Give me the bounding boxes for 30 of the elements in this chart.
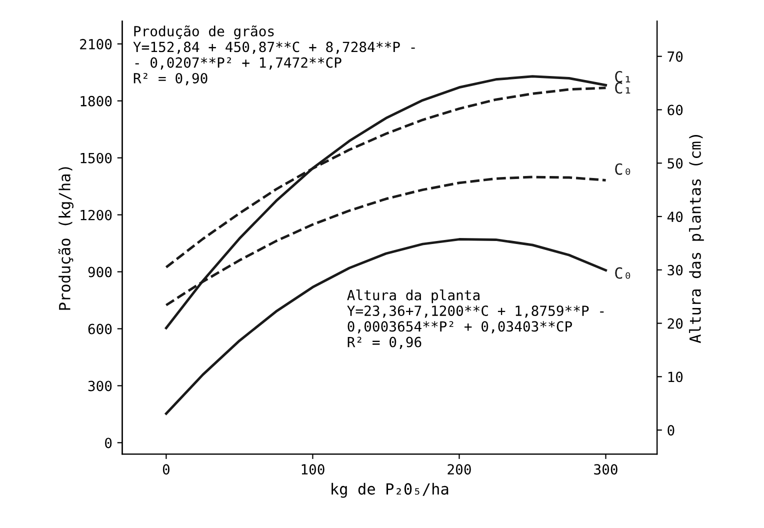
y2-tick-label: 10 bbox=[668, 372, 683, 382]
series-label: C₀ bbox=[615, 163, 630, 175]
y-tick-label: 1500 bbox=[80, 152, 112, 164]
y2-axis-title: Altura das plantas (cm) bbox=[689, 134, 704, 344]
y2-tick-label: 0 bbox=[668, 425, 674, 436]
y2-tick-label: 40 bbox=[667, 212, 683, 222]
annotation: Produção de grãos Y=152,84 + 450,87**C + 8,7284**P - - 0,0207**P² + 1,7472**CP R² = 0,90 bbox=[133, 25, 415, 86]
series-label: C₁ bbox=[615, 82, 630, 94]
y2-tick-label: 60 bbox=[668, 104, 683, 116]
y-tick-label: 300 bbox=[88, 380, 112, 392]
series-label: C₀ bbox=[615, 267, 630, 279]
y2-tick-label: 50 bbox=[668, 158, 683, 169]
series-label: C₁ bbox=[615, 70, 630, 83]
y2-tick-label: 30 bbox=[668, 264, 683, 276]
y-axis-title: Produção (kg/ha) bbox=[58, 167, 74, 310]
y-tick-label: 900 bbox=[88, 266, 112, 278]
y-tick-label: 600 bbox=[88, 324, 112, 334]
x-axis-title: kg de P₂0₅/ha bbox=[332, 482, 448, 498]
y-tick-label: 1800 bbox=[80, 96, 112, 106]
y2-tick-label: 70 bbox=[668, 51, 683, 62]
x-tick-label: 200 bbox=[448, 464, 471, 475]
x-tick-label: 0 bbox=[162, 464, 170, 475]
x-tick-label: 100 bbox=[302, 464, 324, 475]
line-series bbox=[164, 238, 608, 415]
y2-tick-label: 20 bbox=[668, 318, 683, 329]
annotation: Altura da planta Y=23,36+7,1200**C + 1,8759**P - 0,0003654**P² + 0,03403**CP R² = 0,96 bbox=[347, 290, 604, 350]
y-tick-label: 0 bbox=[105, 438, 112, 448]
y-tick-label: 1200 bbox=[80, 210, 112, 220]
y-tick-label: 2100 bbox=[80, 38, 112, 50]
x-tick-label: 300 bbox=[594, 464, 618, 475]
